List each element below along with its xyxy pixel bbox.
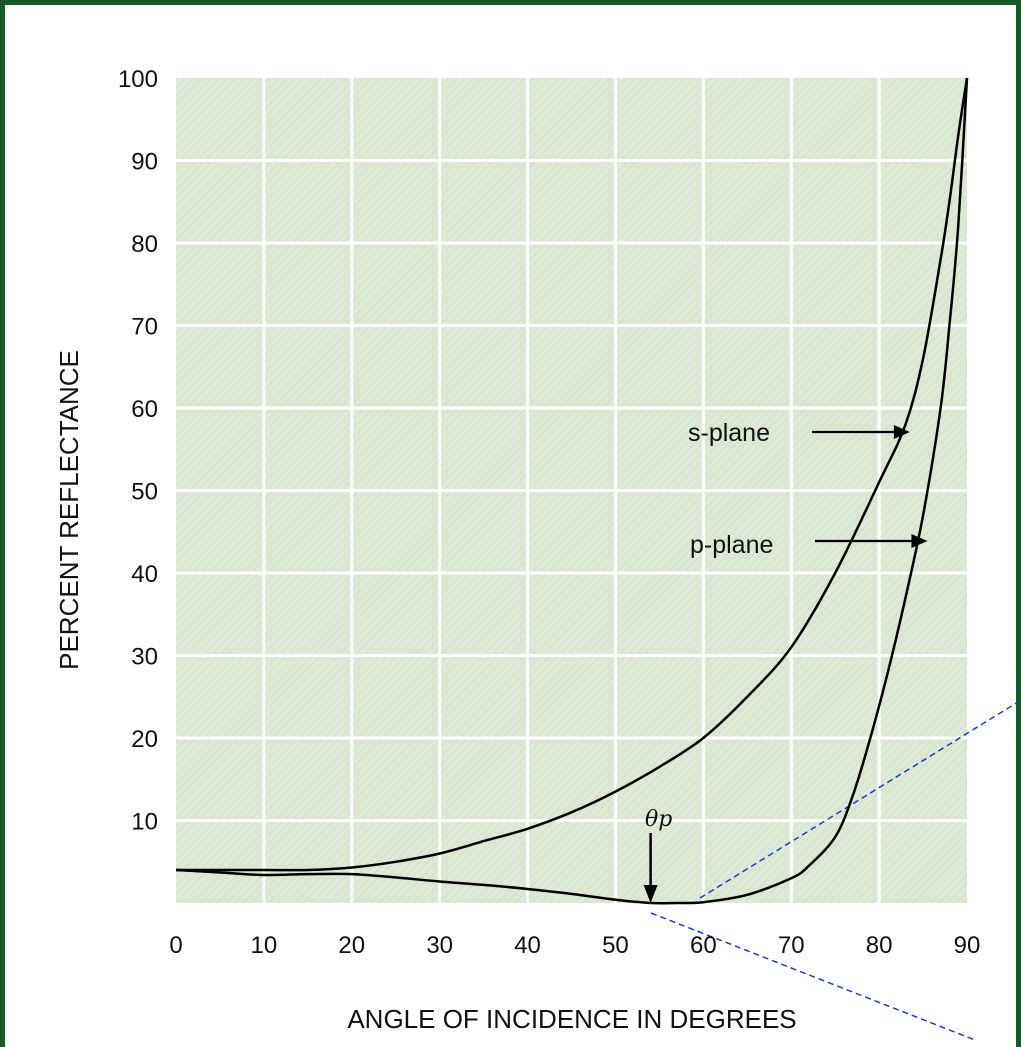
y-tick-label: 80 [131,231,158,258]
y-tick-label: 100 [118,66,158,93]
brewster-angle-annotation: θp [643,807,672,903]
y-tick-label: 30 [131,644,158,671]
y-tick-label: 60 [131,396,158,423]
dashed-guide-lower [650,912,976,1041]
y-tick-label: 70 [131,314,158,341]
x-tick-label: 60 [690,932,717,959]
x-tick-label: 10 [251,932,278,959]
theta-p-label: θp [645,807,672,832]
p-plane-label: p-plane [690,531,773,559]
y-tick-label: 50 [131,479,158,506]
x-tick-label: 40 [514,932,541,959]
y-tick-label: 20 [131,726,158,753]
grid-lines [176,78,967,903]
x-tick-label: 80 [866,932,893,959]
x-tick-label: 0 [169,932,182,959]
s-plane-curve [176,77,969,872]
x-tick-label: 50 [602,932,629,959]
dashed-guide-lines [650,701,1019,1041]
p-plane-curve [175,77,969,905]
s-plane-arrowhead [893,425,910,439]
y-axis-label: PERCENT REFLECTANCE [54,350,84,670]
dashed-guide-upper [699,701,1019,899]
tick-labels: 0 10 20 30 40 50 60 70 80 90 10 20 30 40 50 60 70 80 90 100 [118,66,980,959]
theta-p-arrowhead [643,885,658,903]
x-tick-label: 20 [338,932,365,959]
s-plane-label: s-plane [688,419,770,447]
x-tick-label: 30 [426,932,453,959]
x-tick-label: 70 [778,932,805,959]
curves [175,77,969,905]
s-plane-annotation: s-plane [688,419,910,447]
y-tick-label: 10 [131,809,158,836]
p-plane-annotation: p-plane [690,531,928,559]
y-tick-label: 90 [131,149,158,176]
y-tick-label: 40 [131,561,158,588]
p-plane-arrowhead [911,534,928,548]
x-tick-label: 90 [954,932,981,959]
x-axis-label: ANGLE OF INCIDENCE IN DEGREES [347,1004,796,1034]
